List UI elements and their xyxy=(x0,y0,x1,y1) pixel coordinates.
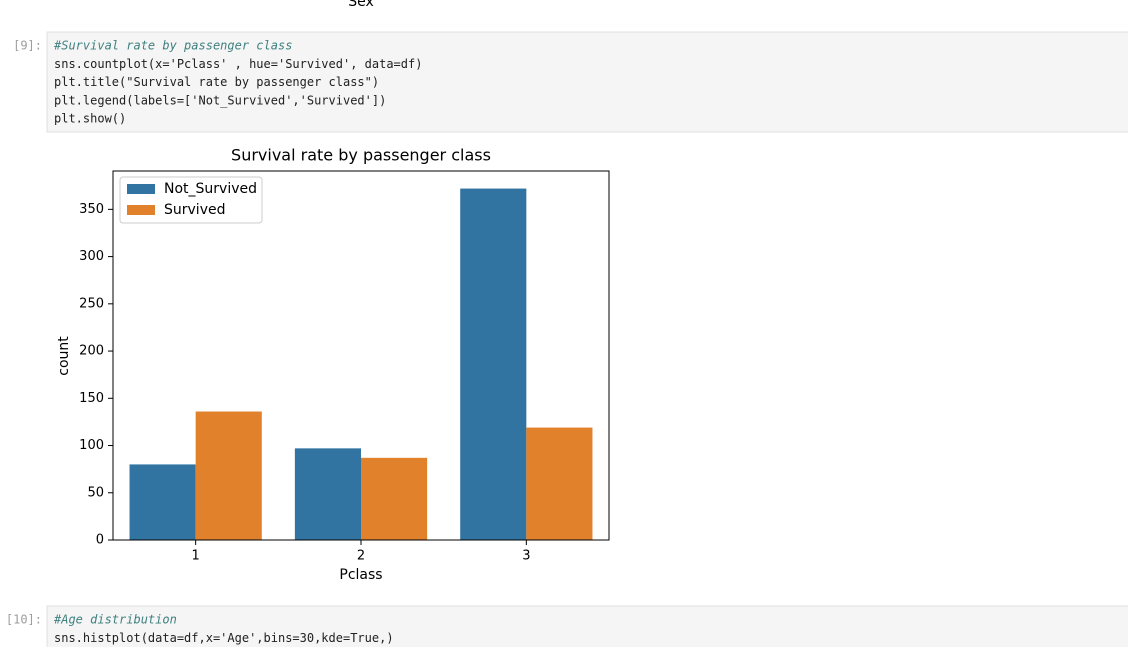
x-tick-label: 1 xyxy=(192,549,200,564)
code-line: plt.legend(labels=['Not_Survived','Survi… xyxy=(54,93,386,107)
chart-title: Survival rate by passenger class xyxy=(231,146,491,165)
bar xyxy=(129,464,196,540)
prev-x-label: Sex xyxy=(348,0,374,10)
axes-frame xyxy=(112,170,610,541)
legend-swatch xyxy=(127,205,155,215)
code-line: #Survival rate by passenger class xyxy=(53,39,292,53)
bar xyxy=(294,448,361,540)
y-tick-label: 50 xyxy=(87,485,104,500)
y-tick-label: 200 xyxy=(79,344,104,359)
y-tick-label: 100 xyxy=(79,438,104,453)
bar xyxy=(526,427,593,540)
code-line: sns.countplot(x='Pclass' , hue='Survived… xyxy=(54,57,422,71)
bar xyxy=(361,457,428,540)
code-cell[interactable] xyxy=(46,605,1128,647)
x-tick-label: 2 xyxy=(357,549,365,564)
bar xyxy=(195,411,262,540)
code-cell[interactable] xyxy=(46,31,1128,133)
legend-label: Survived xyxy=(164,202,225,218)
y-tick-label: 350 xyxy=(79,202,104,217)
y-tick-label: 0 xyxy=(96,533,104,548)
legend-label: Not_Survived xyxy=(164,181,257,197)
cell-prompt: [10]: xyxy=(6,613,42,627)
code-line: sns.histplot(data=df,x='Age',bins=30,kde… xyxy=(54,631,394,645)
bar xyxy=(460,188,527,541)
y-tick-label: 300 xyxy=(79,249,104,264)
code-line: #Age distribution xyxy=(53,613,177,627)
y-tick-label: 250 xyxy=(79,296,104,311)
y-axis-label: count xyxy=(56,336,72,376)
code-line: plt.show() xyxy=(54,112,126,126)
y-tick-label: 150 xyxy=(79,391,104,406)
code-line: plt.title("Survival rate by passenger cl… xyxy=(54,75,379,89)
legend-swatch xyxy=(127,184,155,194)
x-axis-label: Pclass xyxy=(339,567,382,583)
legend-box xyxy=(119,176,263,224)
x-tick-label: 3 xyxy=(522,549,530,564)
cell-prompt: [9]: xyxy=(13,39,42,53)
